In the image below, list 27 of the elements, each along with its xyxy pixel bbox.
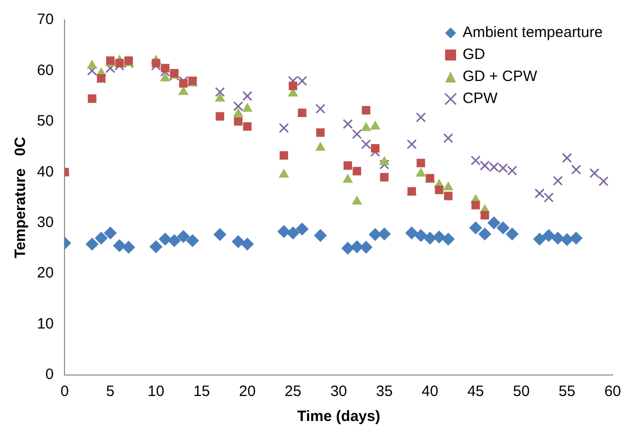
y-tick-label: 60 [36, 62, 54, 79]
x-tick-label: 20 [239, 383, 256, 400]
y-tick-label: 30 [36, 214, 54, 231]
y-tick-label: 50 [36, 112, 54, 130]
y-axis-title: Temperature 0C [12, 136, 30, 258]
y-tick-label: 10 [36, 315, 54, 332]
x-tick-label: 50 [512, 383, 530, 400]
x-tick-label: 35 [376, 383, 393, 400]
y-tick-label: 0 [45, 366, 54, 384]
legend-label: Ambient tempearture [462, 24, 603, 42]
legend-label: GD + CPW [462, 68, 538, 86]
x-axis-title: Time (days) [297, 408, 380, 426]
y-tick-label: 20 [36, 264, 54, 282]
x-tick-label: 40 [422, 383, 438, 400]
x-tick-label: 25 [284, 383, 302, 400]
x-tick-label: 55 [558, 383, 576, 400]
x-tick-label: 15 [193, 383, 210, 400]
x-tick-label: 0 [60, 383, 69, 400]
x-tick-label: 10 [148, 383, 164, 400]
x-tick-label: 60 [604, 383, 621, 400]
y-tick-label: 40 [36, 163, 54, 180]
y-tick-label: 70 [36, 11, 54, 28]
x-tick-label: 5 [106, 383, 115, 400]
x-tick-label: 30 [330, 383, 348, 400]
x-tick-label: 45 [467, 383, 484, 400]
legend-label: CPW [462, 90, 498, 108]
legend-label: GD [462, 46, 486, 64]
